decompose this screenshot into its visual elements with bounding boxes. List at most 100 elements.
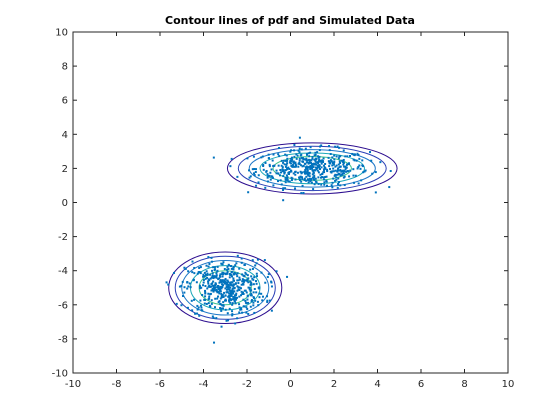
data-point <box>247 281 250 284</box>
data-point <box>220 287 223 290</box>
data-point <box>204 291 207 294</box>
data-point <box>268 163 271 166</box>
data-point <box>252 296 255 299</box>
data-point <box>333 158 336 161</box>
data-point <box>257 304 260 307</box>
data-point <box>219 275 222 278</box>
data-point <box>215 274 218 277</box>
data-point <box>317 155 320 158</box>
data-point <box>231 287 234 290</box>
data-point <box>253 276 256 279</box>
data-point <box>272 184 275 187</box>
data-point <box>231 291 234 294</box>
data-point <box>218 300 221 303</box>
data-point <box>212 288 215 291</box>
data-point <box>247 191 250 194</box>
data-point <box>238 303 241 306</box>
data-point <box>266 300 269 303</box>
contour-line <box>248 149 376 188</box>
data-point <box>313 162 316 165</box>
data-point <box>271 176 274 179</box>
data-point <box>207 282 210 285</box>
data-point <box>212 316 215 319</box>
data-point <box>182 295 185 298</box>
data-point <box>184 267 187 270</box>
data-point <box>214 275 217 278</box>
data-point <box>199 272 202 275</box>
data-point <box>277 164 280 167</box>
data-point <box>317 182 320 185</box>
data-point <box>317 161 320 164</box>
data-point <box>317 156 320 159</box>
data-point <box>291 156 294 159</box>
data-point <box>292 164 295 167</box>
data-point <box>333 174 336 177</box>
data-point <box>300 180 303 183</box>
data-point <box>250 275 253 278</box>
data-point <box>222 273 225 276</box>
data-point <box>313 154 316 157</box>
data-point <box>336 186 339 189</box>
data-point <box>318 149 321 152</box>
data-point <box>292 172 295 175</box>
data-point <box>309 167 312 170</box>
data-point <box>228 276 231 279</box>
data-point <box>282 187 285 190</box>
data-point <box>219 285 222 288</box>
data-point <box>312 188 315 191</box>
data-point <box>257 174 260 177</box>
data-point <box>254 171 257 174</box>
data-point <box>225 291 228 294</box>
data-point <box>236 175 239 178</box>
data-point <box>218 274 221 277</box>
data-point <box>230 157 233 160</box>
data-point <box>281 168 284 171</box>
data-point <box>233 299 236 302</box>
data-point <box>249 283 252 286</box>
data-point <box>348 175 351 178</box>
data-point <box>226 279 229 282</box>
data-point <box>287 180 290 183</box>
data-point <box>352 153 355 156</box>
data-point <box>222 301 225 304</box>
data-point <box>258 292 261 295</box>
data-point <box>253 311 256 314</box>
data-point <box>311 155 314 158</box>
y-tick-label: 2 <box>62 164 68 175</box>
data-point <box>374 191 377 194</box>
data-point <box>191 271 194 274</box>
data-point <box>277 180 280 183</box>
data-point <box>297 165 300 168</box>
data-point <box>247 301 250 304</box>
data-point <box>235 273 238 276</box>
data-point <box>241 280 244 283</box>
y-tick-label: -10 <box>52 369 68 380</box>
data-point <box>218 287 221 290</box>
data-point <box>320 183 323 186</box>
data-point <box>209 277 212 280</box>
data-point <box>229 283 232 286</box>
data-point <box>206 272 209 275</box>
data-point <box>320 144 323 147</box>
data-point <box>285 174 288 177</box>
data-point <box>305 159 308 162</box>
data-point <box>314 157 317 160</box>
data-point <box>319 173 322 176</box>
data-point <box>336 170 339 173</box>
data-point <box>219 297 222 300</box>
data-point <box>248 286 251 289</box>
data-point <box>310 167 313 170</box>
data-point <box>336 145 339 148</box>
data-point <box>281 166 284 169</box>
data-point <box>215 276 218 279</box>
y-tick-label: -4 <box>58 266 68 277</box>
data-point <box>224 298 227 301</box>
data-point <box>180 304 183 307</box>
y-tick-label: 6 <box>62 96 68 107</box>
data-point <box>214 286 217 289</box>
data-point <box>295 157 298 160</box>
data-point <box>228 294 231 297</box>
data-point <box>233 279 236 282</box>
data-point <box>230 293 233 296</box>
data-point <box>230 290 233 293</box>
